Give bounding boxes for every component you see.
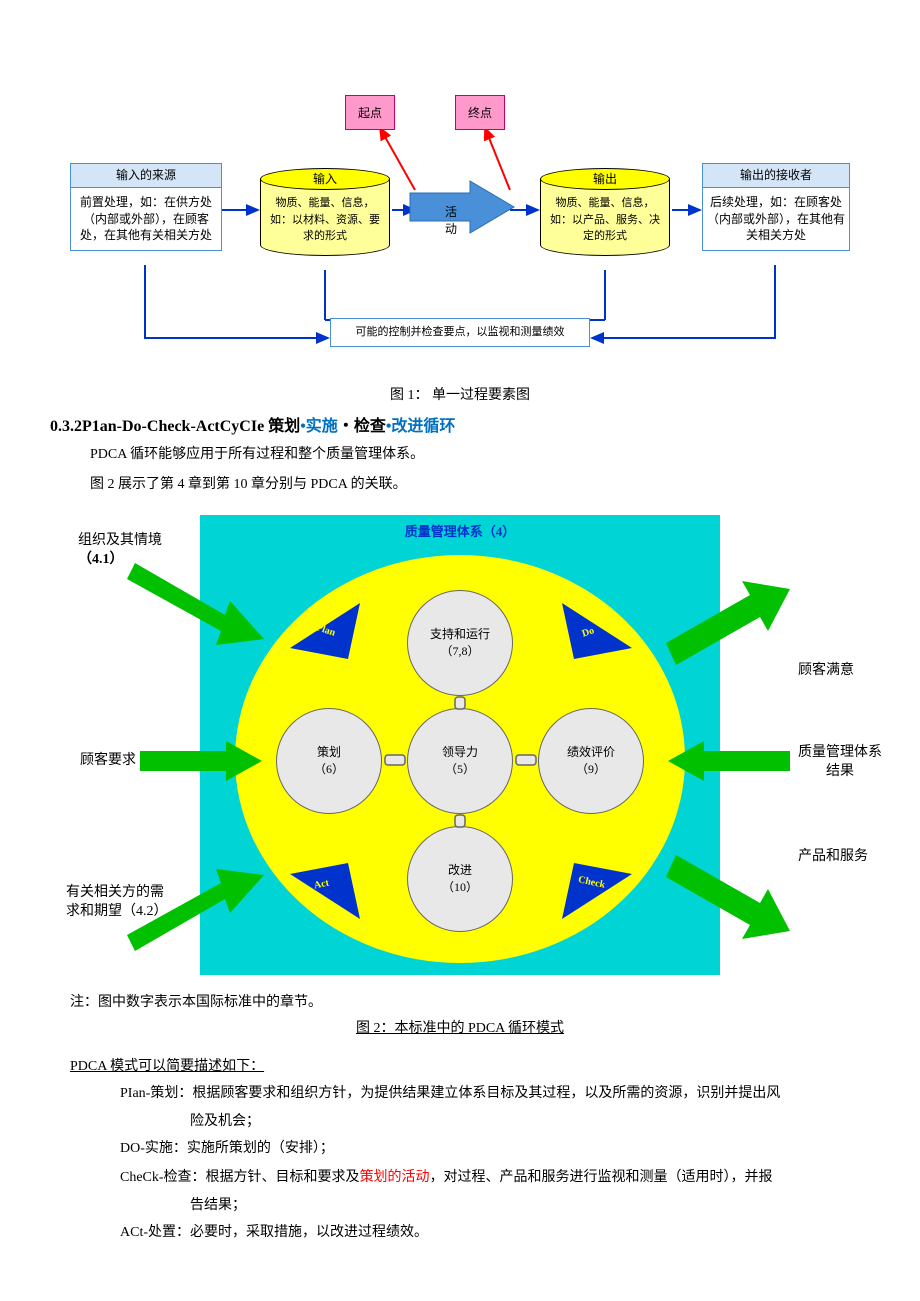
f2-ext-qms: 质量管理体系 结果 [798, 743, 882, 782]
f2-qms-l2: 结果 [826, 764, 854, 779]
heading-eng: P1an-Do-Check-ActCyCIe [82, 418, 264, 435]
figure2-diagram: 质量管理体系（4） 支持和运行 （7,8） 策划 （6） 领导力 （5） 绩效评… [30, 515, 890, 985]
f1-receiver-box: 输出的接收者 后续处理，如：在顾客处（内部或外部），在其他有关相关方处 [702, 163, 850, 251]
figure1-diagram: 起点 终点 输入的来源 前置处理，如：在供方处（内部或外部），在顾客处，在其他有… [70, 60, 850, 380]
f1-control-text: 可能的控制并检查要点，以监视和测量绩效 [356, 326, 565, 338]
f1-end-label: 终点 [468, 106, 492, 120]
f2-qms-l1: 质量管理体系 [798, 745, 882, 760]
f2-context-l1: 组织及其情境 [78, 533, 162, 548]
pdca-list: PIan-策划：根据顾客要求和组织方针，为提供结果建立体系目标及其过程，以及所需… [120, 1081, 890, 1247]
f2-parties-l1: 有关相关方的需 [66, 885, 164, 900]
heading-cn-prefix: 策划 [264, 418, 300, 435]
f1-receiver-body: 后续处理，如：在顾客处（内部或外部），在其他有关相关方处 [703, 188, 849, 250]
f1-input-label: 输入 [260, 170, 390, 187]
f1-source-header: 输入的来源 [71, 164, 221, 188]
heading-mid: ・检查 [338, 418, 386, 435]
f1-output-cylinder: 输出 物质、能量、信息，如：以产品、服务、决定的形式 [540, 168, 670, 256]
pdca-check-a: CheCk-检查：根据方针、目标和要求及 [120, 1170, 360, 1185]
figure2-caption: 图 2：本标准中的 PDCA 循环模式 [30, 1017, 890, 1037]
pdca-intro: PDCA 模式可以简要描述如下： [70, 1055, 890, 1075]
pdca-check: CheCk-检查：根据方针、目标和要求及策划的活动，对过程、产品和服务进行监视和… [120, 1165, 890, 1192]
f1-output-body: 物质、能量、信息，如：以产品、服务、决定的形式 [540, 179, 670, 256]
f2-context-l2: （4.1） [78, 552, 124, 567]
f2-tri-check: Check [562, 863, 632, 921]
heading-blue1: •实施 [300, 418, 338, 435]
f2-ext-context: 组织及其情境 （4.1） [78, 531, 162, 570]
heading-num: 0.3.2 [50, 418, 82, 435]
figure1-caption: 图 1： 单一过程要素图 [30, 384, 890, 404]
f1-input-cylinder: 输入 物质、能量、信息，如：以材料、资源、要求的形式 [260, 168, 390, 256]
f1-end-box: 终点 [455, 95, 505, 130]
f2-ext-custreq: 顾客要求 [80, 751, 136, 771]
f2-tri-act: Act [290, 863, 360, 921]
pdca-check-b: ，对过程、产品和服务进行监视和测量（适用时），并报 [430, 1170, 773, 1185]
heading-blue2: •改进循环 [386, 418, 456, 435]
f1-start-label: 起点 [358, 106, 382, 120]
f2-tri-plan: Plan [290, 603, 360, 661]
f1-control-box: 可能的控制并检查要点，以监视和测量绩效 [330, 318, 590, 347]
figure2-note: 注：图中数字表示本国际标准中的章节。 [70, 991, 890, 1011]
para2: 图 2 展示了第 4 章到第 10 章分别与 PDCA 的关联。 [90, 474, 890, 496]
f2-tri-do: Do [562, 603, 632, 661]
f2-ext-satisfy: 顾客满意 [798, 661, 854, 681]
f1-source-box: 输入的来源 前置处理，如：在供方处（内部或外部），在顾客处，在其他有关相关方处 [70, 163, 222, 251]
f1-start-box: 起点 [345, 95, 395, 130]
pdca-check-red: 策划的活动 [360, 1170, 430, 1185]
section-heading: 0.3.2P1an-Do-Check-ActCyCIe 策划•实施・检查•改进循… [50, 412, 890, 436]
f1-receiver-header: 输出的接收者 [703, 164, 849, 188]
f1-source-body: 前置处理，如：在供方处（内部或外部），在顾客处，在其他有关相关方处 [71, 188, 221, 250]
pdca-plan-text: PIan-策划：根据顾客要求和组织方针，为提供结果建立体系目标及其过程，以及所需… [120, 1086, 780, 1101]
pdca-plan: PIan-策划：根据顾客要求和组织方针，为提供结果建立体系目标及其过程，以及所需… [120, 1081, 890, 1108]
f1-output-label: 输出 [540, 170, 670, 187]
pdca-do: DO-实施：实施所策划的（安排）； [120, 1136, 890, 1163]
para1: PDCA 循环能够应用于所有过程和整个质量管理体系。 [90, 444, 890, 466]
f1-activity-label: 活动 [445, 203, 457, 237]
f2-ext-parties: 有关相关方的需 求和期望（4.2） [66, 883, 168, 922]
f2-ext-prod: 产品和服务 [798, 847, 868, 867]
pdca-plan-cont: 险及机会； [190, 1109, 890, 1136]
f2-parties-l2: 求和期望（4.2） [66, 904, 168, 919]
pdca-act: ACt-处置：必要时，采取措施，以改进过程绩效。 [120, 1220, 890, 1247]
pdca-check-cont: 告结果； [190, 1193, 890, 1220]
f1-input-body: 物质、能量、信息，如：以材料、资源、要求的形式 [260, 179, 390, 256]
